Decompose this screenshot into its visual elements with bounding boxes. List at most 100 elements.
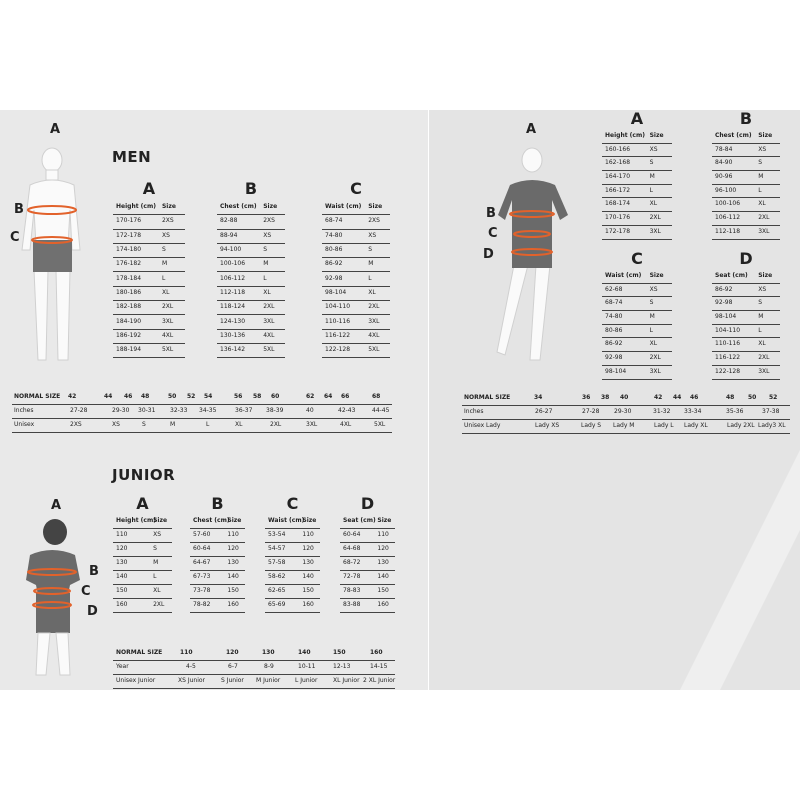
table-row: 78-83 150 [340, 584, 395, 599]
table-cell: XL [153, 587, 161, 594]
table-cell: Size [161, 203, 176, 211]
table-cell: 10-11 [298, 663, 316, 670]
table-cell: 38 [601, 394, 610, 401]
table-cell: 68-74 [325, 217, 343, 225]
table-letter: A [142, 179, 156, 198]
table-cell: 3XL [161, 317, 174, 325]
table-cell: 130 [116, 559, 128, 566]
table-cell: 84-90 [715, 159, 733, 167]
table-cell: 110 [180, 649, 193, 656]
table-cell: 86-92 [715, 285, 733, 293]
table-row: 130-136 4XL [217, 329, 285, 344]
table-row: 64-67 130 [190, 556, 245, 571]
table-cell: 86-92 [605, 340, 623, 348]
table-cell: 90-96 [715, 172, 733, 180]
table-cell: XS [649, 145, 658, 153]
table-cell: 116-122 [715, 354, 741, 362]
table-row: 98-104 M [712, 310, 780, 325]
table-cell: Size [153, 517, 168, 524]
table-cell: 118-124 [220, 303, 246, 311]
table-row: 140 L [113, 570, 172, 585]
table-cell: 3XL [758, 367, 770, 375]
table-cell: 60-64 [343, 531, 361, 538]
table-row: 116-122 4XL [322, 329, 390, 344]
table-cell: 3XL [306, 421, 318, 428]
table-row: 170-176 2XL [602, 211, 672, 226]
table-cell: XS [758, 145, 767, 153]
table-cell: 110 [377, 531, 389, 538]
table-cell: 5XL [161, 346, 174, 354]
table-cell: 72-78 [343, 573, 361, 580]
table-cell: 2XL [153, 601, 165, 608]
table-row: 160-166 XS [602, 143, 672, 158]
table-cell: L [649, 326, 653, 334]
table-row: 57-58 130 [265, 556, 320, 571]
table-cell: S [649, 299, 654, 307]
table-cell: 82-88 [220, 217, 238, 225]
table-row: 78-82 160 [190, 598, 245, 613]
table-cell: 42-43 [338, 407, 356, 414]
table-row: 65-69 160 [265, 598, 320, 613]
table-cell: 130 [227, 559, 239, 566]
table-letter: D [360, 494, 375, 513]
table-cell: Unisex Junior [116, 677, 156, 684]
table-cell: Waist (cm) [325, 203, 362, 211]
table-row: 120 S [113, 542, 172, 557]
table-cell: 120 [377, 545, 389, 552]
table-cell: 78-82 [193, 601, 211, 608]
table-cell: Lady XS [535, 422, 560, 429]
table-cell: 4XL [263, 331, 275, 339]
table-cell: 37-38 [762, 408, 780, 415]
table-cell: Height (cm) [116, 517, 156, 524]
table-cell: 68-72 [343, 559, 361, 566]
table-row: 106-112 2XL [712, 211, 780, 226]
table-cell: 124-130 [220, 317, 246, 325]
table-cell: 54 [204, 393, 213, 400]
table-cell: 60-64 [193, 545, 211, 552]
table-row: 116-122 2XL [712, 351, 780, 366]
table-header: Chest (cm) Size [190, 514, 245, 529]
table-row: 98-104 3XL [602, 365, 672, 380]
table-cell: Lady XL [684, 422, 708, 429]
table-cell: Lady3 XL [758, 422, 786, 429]
table-cell: 150 [302, 587, 314, 594]
table-cell: XL [758, 200, 766, 208]
table-cell: 104-110 [715, 326, 741, 334]
table-cell: XL [263, 288, 271, 296]
table-row: 57-60 110 [190, 528, 245, 543]
table-cell: XL [758, 340, 766, 348]
table-row: 150 XL [113, 584, 172, 599]
table-cell: 40 [620, 394, 629, 401]
table-cell: Size [302, 517, 317, 524]
table-cell: 160 [302, 601, 314, 608]
table-cell: 130 [262, 649, 275, 656]
table-cell: 53-54 [268, 531, 286, 538]
table-cell: Inches [464, 408, 484, 415]
table-cell: 4XL [368, 331, 380, 339]
table-cell: 64 [324, 393, 333, 400]
table-cell: 35-36 [726, 408, 744, 415]
table-row: 80-86 S [322, 243, 390, 259]
table-cell: Waist (cm) [605, 271, 642, 279]
table-cell: 172-178 [116, 231, 142, 239]
table-cell: 150 [227, 587, 239, 594]
table-cell: 116-122 [325, 331, 351, 339]
table-cell: 74-80 [605, 312, 623, 320]
table-cell: 52 [187, 393, 196, 400]
table-cell: 5XL [263, 346, 275, 354]
table-row: Inches 27-28 29-30 30-31 32-33 34-35 36-37 38-3… [12, 404, 392, 419]
table-cell: 67-73 [193, 573, 211, 580]
table-header: Chest (cm) Size [712, 129, 780, 144]
table-row: 83-88 160 [340, 598, 395, 613]
table-cell: Height (cm) [605, 131, 645, 139]
table-cell: XL [368, 288, 376, 296]
table-cell: 122-128 [325, 346, 351, 354]
table-cell: Unisex [14, 421, 35, 428]
table-cell: 104-110 [325, 303, 351, 311]
figure-label: C [81, 584, 91, 599]
table-cell: XL [161, 288, 170, 296]
table-cell: 27-28 [582, 408, 600, 415]
table-row: 74-80 M [602, 310, 672, 325]
table-cell: XS [263, 231, 272, 239]
